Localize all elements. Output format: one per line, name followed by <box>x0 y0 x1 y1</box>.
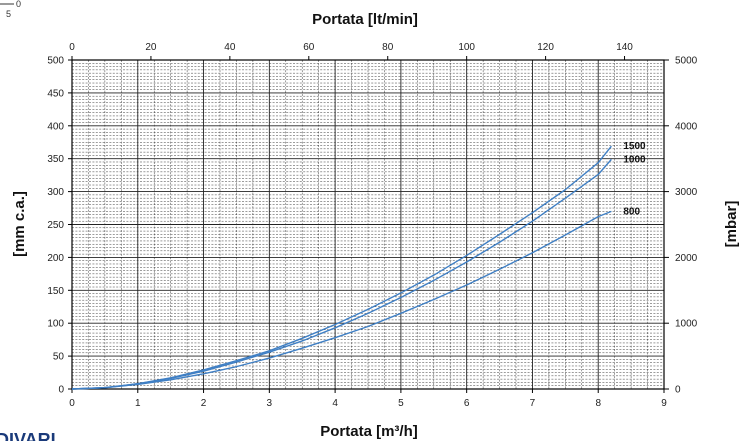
x-bottom-tick-label: 0 <box>69 398 75 409</box>
grid <box>71 59 665 390</box>
y-left-tick-label: 300 <box>47 187 64 198</box>
series-line-800 <box>71 210 612 390</box>
x-top-tick-label: 0 <box>69 42 75 53</box>
x-bottom-tick-label: 6 <box>464 398 470 409</box>
x-bottom-tick-label: 3 <box>267 398 273 409</box>
x-top-tick-label: 80 <box>382 42 394 53</box>
corner-text-1: 0 <box>16 0 21 9</box>
tick-labels: 0 1 2 3 4 5 6 7 8 90 20 40 60 80 100 120 140050100150200… <box>47 42 697 409</box>
y-right-tick-label: 3000 <box>675 187 698 198</box>
y-left-tick-label: 200 <box>47 253 64 264</box>
x-bottom-tick-label: 8 <box>595 398 601 409</box>
x-top-tick-label: 100 <box>458 42 475 53</box>
y-left-tick-label: 500 <box>47 56 64 67</box>
x-top-tick-label: 140 <box>616 42 633 53</box>
series-label-1000: 1000 <box>623 154 646 165</box>
axes <box>68 56 669 393</box>
series-layer <box>71 145 612 390</box>
x-top-title: Portata [lt/min] <box>312 11 418 28</box>
y-right-tick-label: 0 <box>675 385 681 396</box>
y-right-title: [mbar] <box>723 201 740 248</box>
y-right-tick-label: 5000 <box>675 56 698 67</box>
x-top-tick-label: 120 <box>537 42 554 53</box>
y-left-tick-label: 400 <box>47 121 64 132</box>
y-left-tick-label: 0 <box>58 385 64 396</box>
y-right-tick-label: 4000 <box>675 121 698 132</box>
series-label-1500: 1500 <box>623 141 646 152</box>
x-bottom-title: Portata [m³/h] <box>320 423 418 440</box>
x-bottom-tick-label: 7 <box>530 398 536 409</box>
y-left-tick-label: 450 <box>47 88 64 99</box>
x-top-tick-label: 60 <box>303 42 315 53</box>
y-left-tick-label: 100 <box>47 319 64 330</box>
y-left-title: [mm c.a.] <box>11 191 28 257</box>
x-bottom-tick-label: 9 <box>661 398 667 409</box>
y-left-tick-label: 150 <box>47 286 64 297</box>
y-left-tick-label: 350 <box>47 154 64 165</box>
x-bottom-tick-label: 2 <box>201 398 207 409</box>
x-bottom-tick-label: 1 <box>135 398 141 409</box>
x-top-tick-label: 20 <box>145 42 157 53</box>
brand-logo: DIVARI <box>0 430 56 441</box>
y-left-tick-label: 250 <box>47 220 64 231</box>
corner-text-2: 5 <box>6 9 11 19</box>
series-line-1000 <box>71 158 612 390</box>
y-right-tick-label: 2000 <box>675 253 698 264</box>
series-label-800: 800 <box>623 206 640 217</box>
y-left-tick-label: 50 <box>53 352 65 363</box>
x-bottom-tick-label: 4 <box>332 398 338 409</box>
y-right-tick-label: 1000 <box>675 319 698 330</box>
x-top-tick-label: 40 <box>224 42 236 53</box>
x-bottom-tick-label: 5 <box>398 398 404 409</box>
series-line-1500 <box>71 145 612 390</box>
